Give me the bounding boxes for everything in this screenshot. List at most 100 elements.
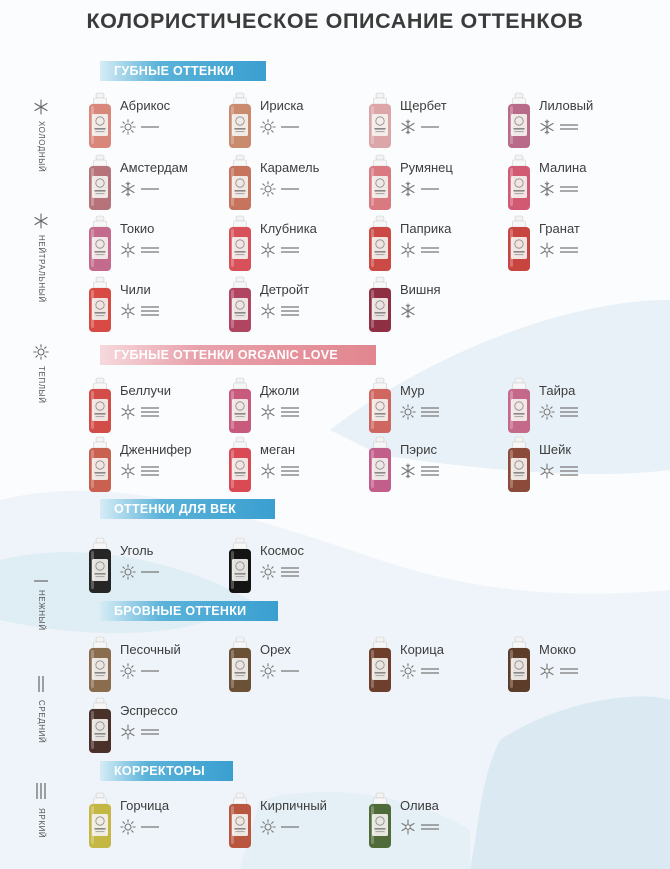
product-name: Пэрис — [400, 442, 437, 457]
section-banner: БРОВНЫЕ ОТТЕНКИ — [100, 601, 278, 621]
product-attributes — [260, 404, 320, 420]
pigment-bottle-icon — [505, 377, 533, 435]
single-line-icon — [33, 572, 49, 590]
product-item: Шейк — [505, 436, 645, 496]
product-attributes — [539, 463, 599, 479]
product-attributes — [260, 663, 320, 679]
snowflake-icon — [33, 99, 49, 120]
product-name: Космос — [260, 543, 304, 558]
sun-icon — [260, 663, 276, 679]
soft-intensity-icon — [280, 663, 300, 679]
legend-medium-label: СРЕДНИЙ — [37, 700, 46, 744]
bright-intensity-icon — [140, 404, 160, 420]
product-item: Дженнифер — [86, 436, 226, 496]
product-name: Песочный — [120, 642, 181, 657]
product-item: Космос — [226, 537, 366, 597]
product-item: Вишня — [366, 276, 506, 336]
product-item: Корица — [366, 636, 506, 696]
product-name: Горчица — [120, 798, 170, 813]
product-item: Орех — [226, 636, 366, 696]
neutral-tone-icon — [120, 404, 136, 420]
product-name: Детройт — [260, 282, 310, 297]
product-attributes — [539, 663, 599, 679]
pigment-bottle-icon — [86, 215, 114, 273]
product-attributes — [120, 404, 180, 420]
product-item: Уголь — [86, 537, 226, 597]
pigment-bottle-icon — [366, 154, 394, 212]
pigment-bottle-icon — [366, 276, 394, 334]
medium-intensity-icon — [280, 242, 300, 258]
bright-intensity-icon — [559, 404, 579, 420]
pigment-bottle-icon — [505, 436, 533, 494]
pigment-bottle-icon — [505, 154, 533, 212]
product-name: Гранат — [539, 221, 580, 236]
medium-intensity-icon — [559, 663, 579, 679]
pigment-bottle-icon — [86, 636, 114, 694]
product-item: Песочный — [86, 636, 226, 696]
section-banner: ГУБНЫЕ ОТТЕНКИ — [100, 61, 266, 81]
product-name: Паприка — [400, 221, 452, 236]
neutral-tone-icon — [120, 724, 136, 740]
product-item: Тайра — [505, 377, 645, 437]
medium-intensity-icon — [559, 181, 579, 197]
pigment-bottle-icon — [86, 377, 114, 435]
neutral-tone-icon — [120, 303, 136, 319]
pigment-bottle-icon — [86, 154, 114, 212]
product-attributes — [400, 819, 460, 835]
sun-icon — [120, 564, 136, 580]
product-attributes — [120, 181, 180, 197]
legend-cold-label: ХОЛОДНЫЙ — [37, 121, 46, 173]
product-item: Амстердам — [86, 154, 226, 214]
product-name: Токио — [120, 221, 155, 236]
snowflake-icon — [33, 213, 49, 234]
product-name: Дженнифер — [120, 442, 192, 457]
product-attributes — [260, 819, 320, 835]
soft-intensity-icon — [420, 181, 440, 197]
legend-warm-label: ТЕПЛЫЙ — [37, 366, 46, 404]
product-attributes — [400, 303, 460, 319]
product-name: Чили — [120, 282, 151, 297]
section-banner: ГУБНЫЕ ОТТЕНКИ ORGANIC LOVE — [100, 345, 376, 365]
product-attributes — [120, 564, 180, 580]
pigment-bottle-icon — [86, 276, 114, 334]
soft-intensity-icon — [140, 819, 160, 835]
medium-intensity-icon — [420, 663, 440, 679]
product-name: Лиловый — [539, 98, 594, 113]
product-name: Амстердам — [120, 160, 188, 175]
product-attributes — [400, 181, 460, 197]
product-item: Эспрессо — [86, 697, 226, 757]
neutral-tone-icon — [260, 404, 276, 420]
sun-icon — [539, 404, 555, 420]
product-attributes — [120, 724, 180, 740]
product-attributes — [120, 242, 180, 258]
soft-intensity-icon — [280, 119, 300, 135]
product-attributes — [539, 242, 599, 258]
pigment-bottle-icon — [86, 436, 114, 494]
product-attributes — [260, 564, 320, 580]
product-attributes — [400, 663, 460, 679]
product-name: Мур — [400, 383, 425, 398]
neutral-tone-icon — [400, 242, 416, 258]
product-attributes — [539, 404, 599, 420]
pigment-bottle-icon — [226, 92, 254, 150]
snowflake-icon — [400, 463, 416, 479]
soft-intensity-icon — [140, 119, 160, 135]
product-attributes — [260, 242, 320, 258]
sun-icon — [120, 663, 136, 679]
product-item: Лиловый — [505, 92, 645, 152]
medium-intensity-icon — [140, 724, 160, 740]
bright-intensity-icon — [280, 564, 300, 580]
pigment-bottle-icon — [226, 436, 254, 494]
pigment-bottle-icon — [226, 636, 254, 694]
product-attributes — [260, 119, 320, 135]
pigment-bottle-icon — [505, 636, 533, 694]
product-name: Мокко — [539, 642, 576, 657]
neutral-tone-icon — [120, 242, 136, 258]
neutral-tone-icon — [539, 242, 555, 258]
sun-icon — [260, 181, 276, 197]
product-item: Паприка — [366, 215, 506, 275]
neutral-tone-icon — [400, 819, 416, 835]
product-name: Щербет — [400, 98, 447, 113]
product-name: Малина — [539, 160, 587, 175]
neutral-tone-icon — [260, 303, 276, 319]
